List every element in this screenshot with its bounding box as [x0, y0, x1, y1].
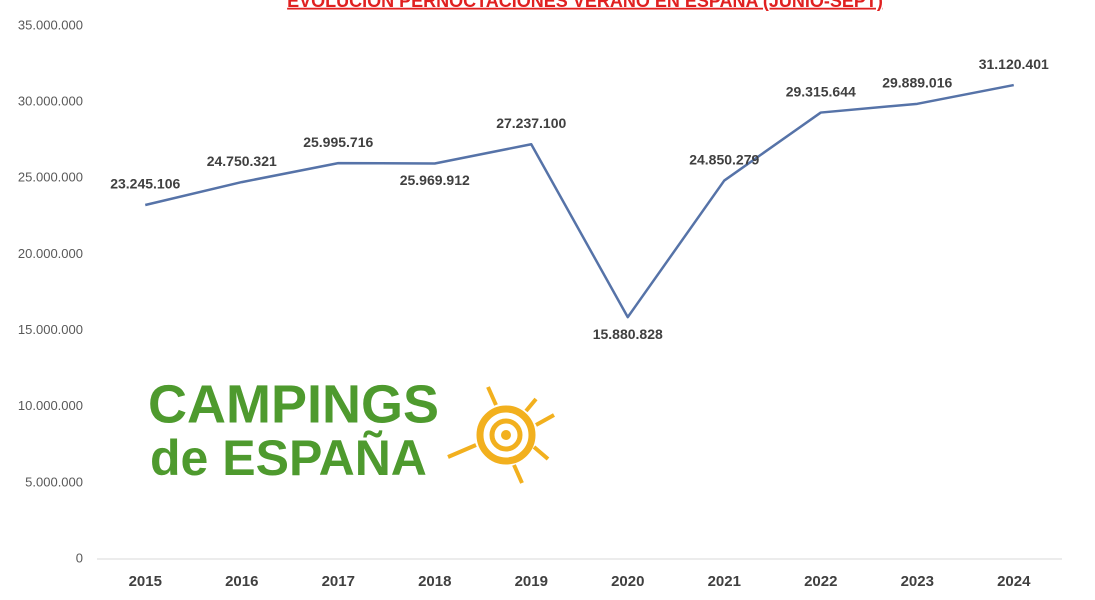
y-tick-label: 20.000.000 [18, 246, 83, 261]
data-line [144, 83, 1014, 319]
data-label: 23.245.106 [110, 176, 180, 192]
x-tick-label: 2017 [322, 573, 355, 590]
x-tick-label: 2022 [804, 573, 837, 590]
x-tick-label: 2024 [997, 573, 1031, 590]
data-label: 25.969.912 [400, 172, 470, 188]
y-tick-label: 0 [76, 550, 83, 565]
data-label: 29.889.016 [882, 75, 952, 91]
x-tick-label: 2021 [708, 573, 741, 590]
x-tick-label: 2019 [515, 573, 548, 590]
x-tick-label: 2016 [225, 573, 258, 590]
y-tick-label: 10.000.000 [18, 398, 83, 413]
y-tick-label: 35.000.000 [18, 17, 83, 32]
y-tick-label: 5.000.000 [25, 474, 83, 489]
logo-text: de ESPAÑA [150, 430, 427, 486]
y-tick-label: 30.000.000 [18, 94, 83, 109]
logo: CAMPINGS de ESPAÑA [148, 374, 555, 486]
x-tick-label: 2015 [129, 573, 162, 590]
x-tick-label: 2023 [901, 573, 934, 590]
y-tick-label: 25.000.000 [18, 170, 83, 185]
data-label: 24.850.279 [689, 151, 759, 167]
data-label: 25.995.716 [303, 134, 373, 150]
data-label: 24.750.321 [207, 153, 277, 169]
data-label: 27.237.100 [496, 115, 566, 131]
x-tick-label: 2020 [611, 573, 644, 590]
data-label: 31.120.401 [979, 56, 1049, 72]
y-tick-label: 15.000.000 [18, 322, 83, 337]
data-label: 15.880.828 [593, 326, 663, 342]
x-tick-label: 2018 [418, 573, 451, 590]
logo-sun [447, 386, 555, 484]
chart-title: EVOLUCIÓN PERNOCTACIONES VERANO EN ESPAÑ… [287, 0, 883, 11]
data-label: 29.315.644 [786, 83, 856, 99]
logo-text: CAMPINGS [148, 374, 439, 434]
